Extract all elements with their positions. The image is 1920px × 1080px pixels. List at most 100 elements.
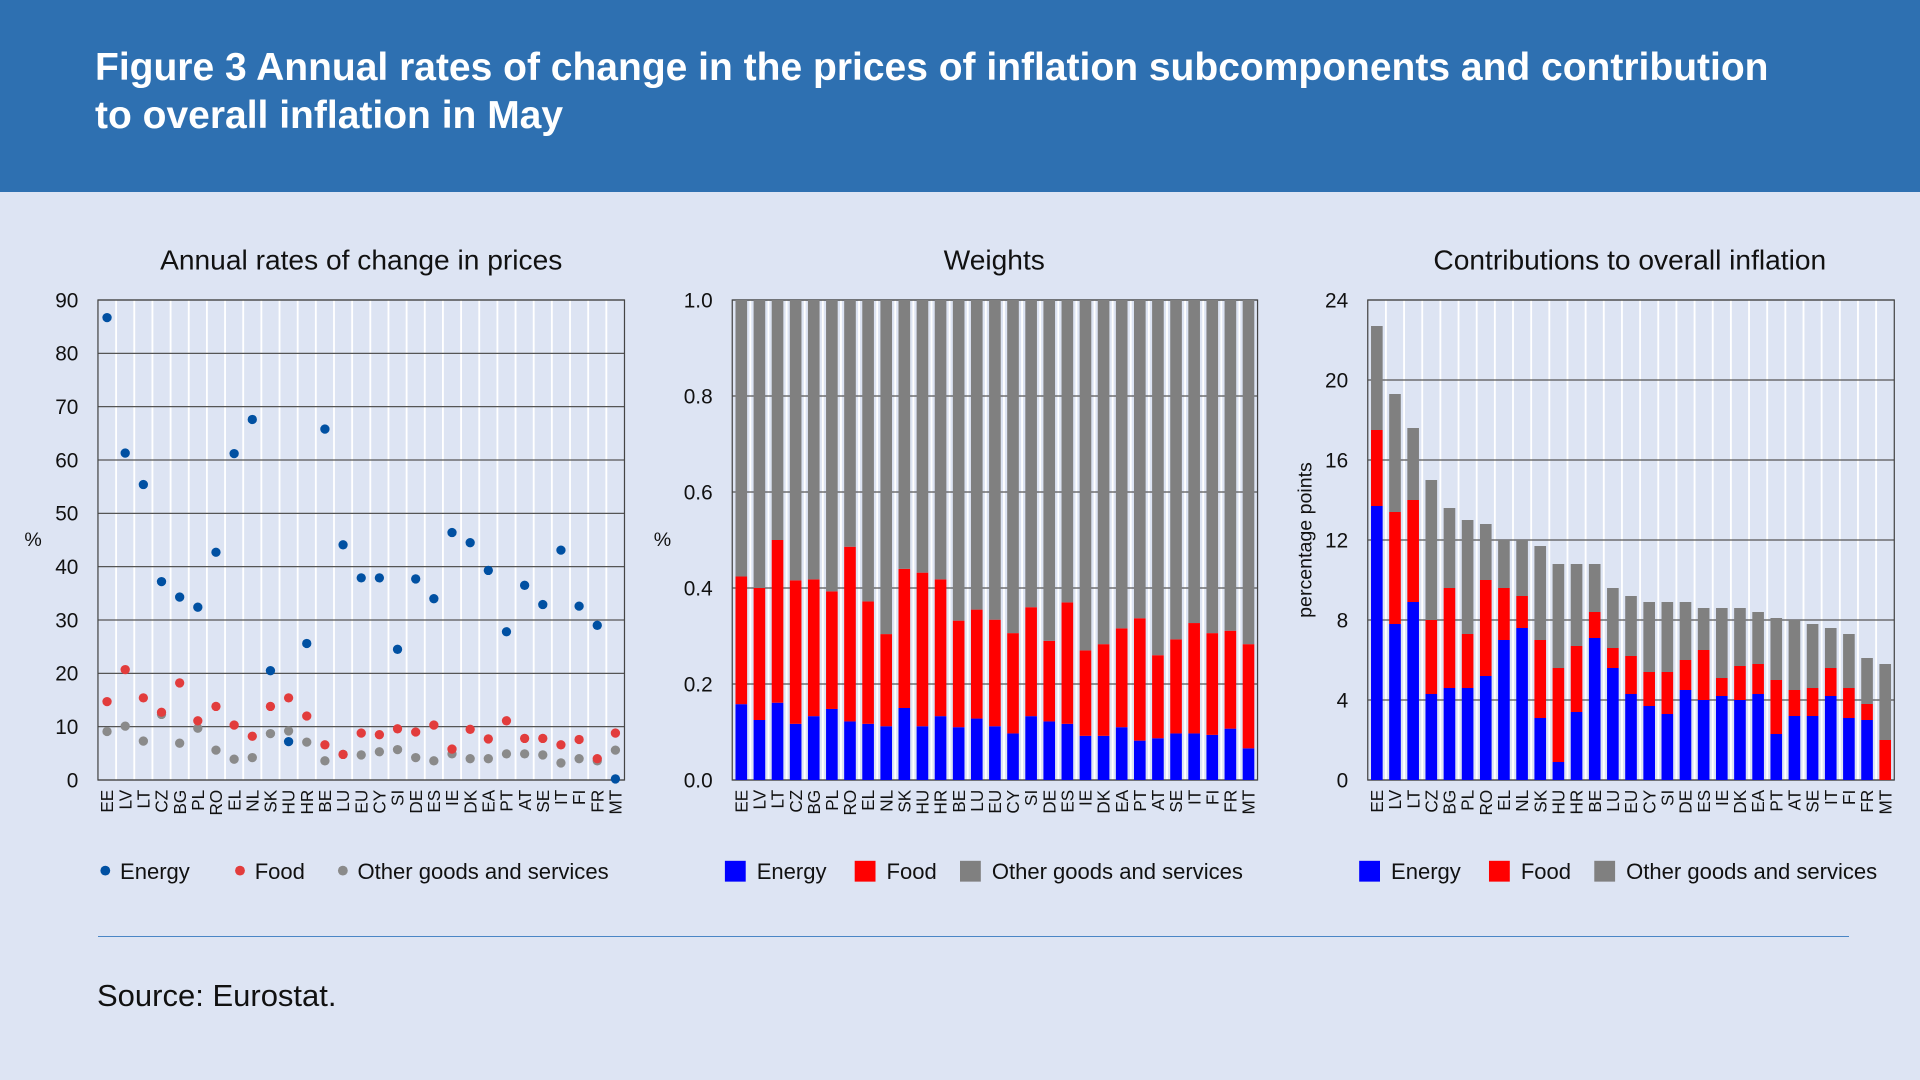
x-tick-label: AT	[1148, 789, 1168, 810]
bar-other	[1879, 664, 1892, 740]
data-point-energy	[429, 594, 439, 604]
data-point-energy	[501, 627, 512, 637]
bar-energy	[1188, 733, 1200, 780]
bar-food	[1007, 633, 1019, 734]
data-point-other	[374, 747, 385, 757]
bar-food	[1152, 655, 1164, 739]
bar-food	[1588, 612, 1601, 638]
figure-header: Figure 3 Annual rates of change in the p…	[0, 0, 1920, 192]
chart-title: Contributions to overall inflation	[1433, 244, 1826, 275]
data-point-food	[338, 749, 348, 760]
data-point-food	[483, 734, 493, 744]
bar-other	[1734, 608, 1746, 666]
bar-food	[1043, 640, 1056, 722]
bar-food	[1498, 588, 1510, 640]
x-tick-label: BE	[1585, 790, 1605, 813]
data-point-energy	[193, 602, 203, 612]
legend-marker	[724, 860, 746, 882]
data-point-other	[538, 750, 548, 760]
y-tick-label: 0.8	[684, 385, 713, 408]
bar-food	[1389, 512, 1401, 624]
data-point-other	[302, 737, 312, 747]
x-tick-label: SI	[1021, 790, 1041, 806]
bar-energy	[1461, 687, 1474, 780]
bar-food	[989, 619, 1001, 727]
bar-energy	[970, 718, 983, 780]
x-tick-label: LT	[133, 789, 153, 808]
bar-other	[844, 300, 856, 547]
data-point-food	[356, 728, 366, 738]
bar-energy	[1206, 734, 1219, 780]
x-tick-label: SI	[388, 790, 408, 806]
data-point-energy	[356, 573, 366, 583]
bar-food	[1552, 668, 1565, 762]
bar-other	[1133, 300, 1146, 619]
legend-marker	[960, 860, 981, 882]
x-tick-label: RO	[840, 790, 860, 816]
y-tick-label: 1.0	[684, 289, 713, 312]
chart-contributions: Contributions to overall inflation perce…	[1294, 244, 1895, 884]
bar-other	[1625, 596, 1637, 656]
bar-other	[1425, 480, 1438, 620]
bar-energy	[1389, 624, 1401, 780]
data-point-energy	[120, 448, 130, 458]
bar-energy	[880, 726, 893, 780]
bar-food	[1188, 623, 1200, 734]
bar-food	[1443, 588, 1456, 689]
data-point-other	[556, 758, 566, 768]
data-point-energy	[538, 599, 548, 610]
data-point-food	[465, 724, 475, 734]
data-point-food	[610, 728, 621, 738]
bar-other	[1389, 394, 1401, 512]
data-point-other	[211, 745, 221, 755]
y-tick-label: 30	[55, 609, 78, 632]
bar-energy	[1661, 714, 1674, 780]
bar-food	[1607, 648, 1619, 668]
data-point-energy	[411, 574, 421, 584]
x-tick-label: CY	[370, 789, 390, 813]
x-tick-label: LV	[1385, 789, 1405, 809]
data-point-energy	[302, 638, 312, 649]
data-point-other	[283, 726, 294, 736]
data-point-energy	[138, 479, 149, 490]
bar-food	[1115, 628, 1128, 728]
bar-energy	[1715, 696, 1728, 780]
data-point-other	[574, 754, 584, 764]
bar-other	[1043, 300, 1056, 641]
data-point-food	[592, 754, 602, 764]
bar-energy	[1079, 735, 1092, 780]
y-tick-label: 50	[55, 503, 78, 526]
x-tick-label: IT	[1184, 789, 1204, 805]
data-point-energy	[102, 312, 112, 323]
bar-energy	[1752, 694, 1764, 780]
x-tick-label: BG	[1440, 790, 1460, 815]
data-point-energy	[265, 666, 276, 676]
data-point-energy	[592, 620, 602, 630]
bar-food	[735, 576, 748, 705]
data-point-food	[374, 730, 385, 740]
x-tick-label: HR	[931, 790, 951, 815]
x-tick-label: LU	[1603, 790, 1623, 812]
data-point-energy	[447, 527, 457, 538]
data-point-other	[229, 754, 239, 764]
bar-other	[1152, 300, 1164, 656]
bar-energy	[789, 723, 802, 780]
y-tick-label: 20	[55, 663, 78, 686]
bar-other	[1097, 300, 1110, 645]
y-tick-label: 12	[1325, 529, 1348, 552]
y-tick-label: 0.0	[684, 769, 713, 792]
bar-food	[1371, 430, 1383, 506]
x-tick-label: SK	[1530, 789, 1550, 812]
data-point-energy	[211, 547, 221, 557]
bar-food	[1570, 646, 1583, 712]
bar-other	[1170, 300, 1182, 640]
data-point-energy	[247, 414, 257, 425]
bar-other	[1534, 546, 1547, 640]
x-tick-label: AT	[515, 789, 535, 810]
x-tick-label: HR	[297, 790, 317, 815]
bar-food	[1697, 650, 1710, 700]
bar-other	[1788, 620, 1801, 690]
x-tick-label: LV	[115, 789, 135, 809]
x-tick-label: CY	[1639, 789, 1659, 813]
